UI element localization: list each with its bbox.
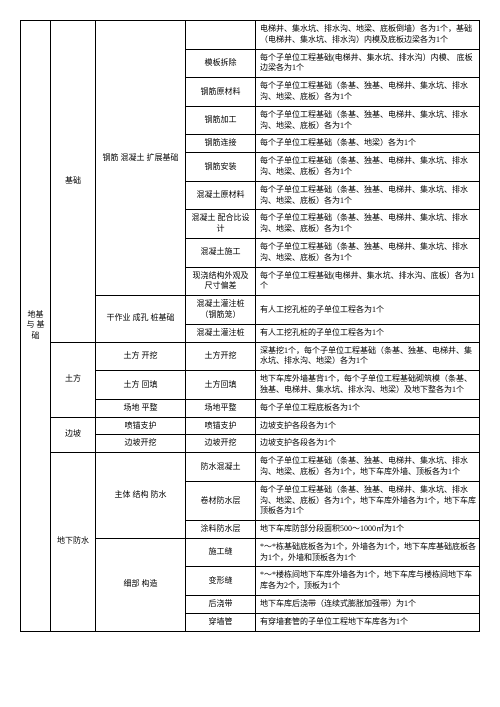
cell-item: 模板拆除 (186, 49, 256, 78)
cell-item: 现浇结构外观及尺寸偏差 (186, 267, 256, 296)
cell-desc: 地下车库外墙基背1个，每个子单位工程基础砌筑模（条基、独基、电梯井、集水坑、排水… (256, 371, 480, 400)
cell-sub-pile: 干作业 成孔 桩基础 (96, 296, 186, 342)
cell-item: 涂料防水层 (186, 521, 256, 539)
cell-desc: 电梯井、集水坑、排水沟、地梁、底板倒墙）各为1个，基础（电梯井、集水坑、排水沟）… (256, 21, 480, 50)
cell-sub-backfill: 土方 回填 (96, 371, 186, 400)
cell-item: 钢筋原材料 (186, 78, 256, 107)
cell-desc: 边坡支护各段各为1个 (256, 435, 480, 453)
cell-item: 混凝土原材料 (186, 181, 256, 210)
document-page: 地基 与 基础 基础 钢筋 混凝土 扩展基础 电梯井、集水坑、排水沟、地梁、底板… (20, 20, 480, 632)
cell-sub-detail: 细部 构造 (96, 538, 186, 631)
cell-item: 喷锚支护 (186, 417, 256, 435)
cell-area-foundation: 基础 (51, 21, 96, 343)
cell-item: 后浇带 (186, 596, 256, 614)
cell-item: 混凝土 配合比设计 (186, 210, 256, 239)
cell-desc: 有人工挖孔桩的子单位工程各为1个 (256, 324, 480, 342)
cell-area-earth: 土方 (51, 342, 96, 417)
cell-desc: 地下车库后浇带（连续式膨胀加强带）为1个 (256, 596, 480, 614)
cell-desc: 每个子单位工程基础（条基、独基、电梯井、集水坑、排水沟、地梁、底板）各为1个 (256, 106, 480, 135)
cell-desc: 每个子单位工程底板各为1个 (256, 399, 480, 417)
cell-desc: 每个子单位工程基础（条基、独基、电梯井、集水坑、排水沟、地梁、底板）各为1个 (256, 238, 480, 267)
cell-item: 土方回填 (186, 371, 256, 400)
table-row: 边坡 喷锚支护 喷锚支护 边坡支护各段各为1个 (21, 417, 480, 435)
table-row: 地下防水 主体 结构 防水 防水混凝土 每个子单位工程基础（条基、独基、电梯井、… (21, 453, 480, 482)
cell-item: 混凝土灌注桩 (186, 324, 256, 342)
spec-table: 地基 与 基础 基础 钢筋 混凝土 扩展基础 电梯井、集水坑、排水沟、地梁、底板… (20, 20, 480, 632)
cell-item: 卷材防水层 (186, 481, 256, 520)
cell-desc: 有人工挖孔桩的子单位工程各为1个 (256, 296, 480, 325)
table-row: 地基 与 基础 基础 钢筋 混凝土 扩展基础 电梯井、集水坑、排水沟、地梁、底板… (21, 21, 480, 50)
cell-sub-main-wp: 主体 结构 防水 (96, 453, 186, 539)
cell-desc: 每个子单位工程基础（条基、独基、电梯井、集水坑、排水沟、地梁、底板）各为1个 (256, 78, 480, 107)
cell-desc: *～*栋基础底板各为1个，外墙各为1个，地下车库基础底板各为1个，外墙和顶板各为… (256, 538, 480, 567)
cell-item: 施工缝 (186, 538, 256, 567)
cell-sub-anchor: 喷锚支护 (96, 417, 186, 435)
cell-sub-excavate: 土方 开挖 (96, 342, 186, 371)
cell-desc: 每个子单位工程基础（条基、独基、电梯井、集水坑、排水沟、地梁、底板）各为1个 (256, 181, 480, 210)
cell-item: 场地平整 (186, 399, 256, 417)
cell-item: 土方开挖 (186, 342, 256, 371)
cell-desc: *～*楼栋间地下车库外墙各为1个，地下车库与楼栋间地下车库各为2个，顶板为1个 (256, 567, 480, 596)
cell-item: 混凝土施工 (186, 238, 256, 267)
cell-item: 混凝土灌注桩（钢筋笼） (186, 296, 256, 325)
cell-item: 穿墙管 (186, 613, 256, 631)
cell-desc: 每个子单位工程基础（条基、独基、电梯井、集水坑、排水沟、地梁、底板）各为1个 (256, 210, 480, 239)
cell-desc: 有穿墙套管的子单位工程地下车库各为1个 (256, 613, 480, 631)
cell-item: 防水混凝土 (186, 453, 256, 482)
cell-desc: 地下车库防部分段面积500～1000㎡为1个 (256, 521, 480, 539)
cell-item: 钢筋加工 (186, 106, 256, 135)
cell-area-slope: 边坡 (51, 417, 96, 453)
cell-area-waterproof: 地下防水 (51, 453, 96, 632)
cell-sub-level: 场地 平整 (96, 399, 186, 417)
cell-category-1: 地基 与 基础 (21, 21, 51, 632)
cell-item: 边坡开挖 (186, 435, 256, 453)
cell-item: 钢筋安装 (186, 153, 256, 182)
cell-desc: 边坡支护各段各为1个 (256, 417, 480, 435)
cell-item: 变形缝 (186, 567, 256, 596)
cell-desc: 每个子单位工程基础（条基、独基、电梯井、集水坑、排水沟、地梁、底板）各为1个，地… (256, 481, 480, 520)
cell-desc: 每个子单位工程基础（条基、独基、电梯井、集水坑、排水沟、地梁、底板）各为1个 (256, 153, 480, 182)
cell-item: 钢筋连接 (186, 135, 256, 153)
cell-desc: 每个子单位工程基础(电梯井、集水坑、排水沟、底板）各为1个 (256, 267, 480, 296)
cell-desc: 每个子单位工程基础(电梯井、集水坑、排水沟）内模、 底板边梁各为1个 (256, 49, 480, 78)
cell-sub-rc-foundation: 钢筋 混凝土 扩展基础 (96, 21, 186, 296)
table-row: 土方 土方 开挖 土方开挖 深基挖1个，每个子单位工程基础（条基、独基、电梯井、… (21, 342, 480, 371)
cell-desc: 深基挖1个，每个子单位工程基础（条基、独基、电梯井、集水坑、排水沟、地梁）各为1… (256, 342, 480, 371)
cell-sub-slope-cut: 边坡开挖 (96, 435, 186, 453)
cell-desc: 每个子单位工程基础（条基、地梁）各为1个 (256, 135, 480, 153)
cell-desc: 每个子单位工程基础（条基、独基、电梯井、集水坑、排水沟、地梁、底板）各为1个，地… (256, 453, 480, 482)
cell-item (186, 21, 256, 50)
